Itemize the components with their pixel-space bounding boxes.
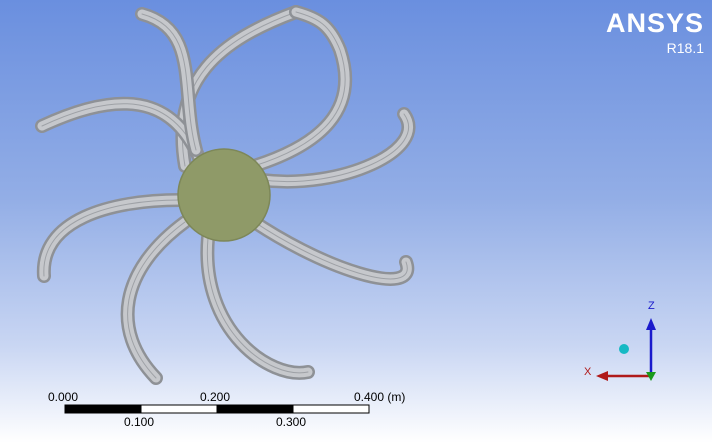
scale-segment-4 <box>292 404 370 414</box>
impeller-blades <box>35 5 416 385</box>
blade-3[interactable] <box>249 7 350 171</box>
x-axis-arrowhead <box>596 371 608 381</box>
ansys-logo: ANSYS R18.1 <box>606 8 704 56</box>
z-axis-arrowhead <box>646 318 656 330</box>
scale-label-400: 0.400 (m) <box>354 390 406 404</box>
scale-segment-1 <box>64 404 142 414</box>
blade-3-centerline <box>253 11 346 167</box>
scale-label-200: 0.200 <box>200 390 231 404</box>
sphere-icon[interactable] <box>619 344 629 354</box>
z-axis-label: Z <box>648 300 655 312</box>
logo-name: ANSYS <box>605 8 704 38</box>
scale-segment-2 <box>140 404 218 414</box>
scale-bar <box>64 404 370 414</box>
blade-5-centerline <box>239 211 408 280</box>
scale-segment-3 <box>216 404 294 414</box>
blade-7[interactable] <box>123 217 190 383</box>
blade-9[interactable] <box>137 9 201 155</box>
blade-5-edge[interactable] <box>233 205 415 286</box>
logo-version: R18.1 <box>666 40 704 56</box>
impeller-hub[interactable] <box>177 148 271 242</box>
scale-label-100: 0.100 <box>124 415 155 429</box>
blade-8-centerline <box>43 199 181 277</box>
blade-9-centerline <box>141 13 197 151</box>
y-axis-arrowhead <box>646 372 656 381</box>
blade-7-centerline <box>127 221 186 379</box>
blade-6-centerline <box>206 237 309 374</box>
blade-4-centerline <box>261 113 410 182</box>
scale-label-0: 0.000 <box>48 390 79 404</box>
axis-triad[interactable] <box>596 318 656 381</box>
x-axis-label: X <box>584 366 592 378</box>
scale-label-300: 0.300 <box>276 415 307 429</box>
